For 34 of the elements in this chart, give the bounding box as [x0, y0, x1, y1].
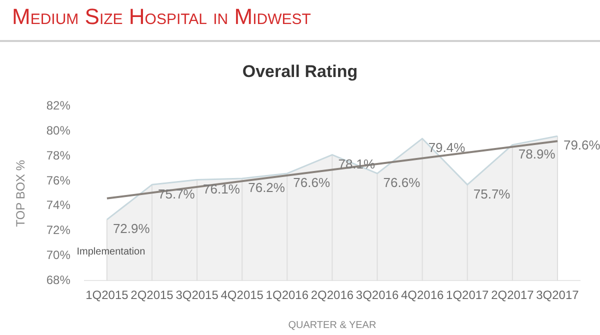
- y-tick-label: 68%: [46, 272, 71, 287]
- data-label: 76.2%: [248, 180, 286, 196]
- y-tick-label: 72%: [46, 223, 71, 238]
- data-label: 75.7%: [473, 186, 511, 202]
- y-tick-label: 74%: [46, 198, 71, 212]
- chart-title: Medium Size Hospital in Midwest: [12, 4, 311, 30]
- data-label: 78.9%: [518, 146, 556, 162]
- x-tick-label: 1Q2016: [266, 288, 309, 302]
- x-tick-label: 1Q2015: [86, 288, 129, 302]
- y-axis-title: TOP BOX %: [14, 160, 28, 227]
- x-tick-label: 4Q2015: [220, 288, 264, 302]
- x-axis-title: QUARTER & YEAR: [288, 320, 376, 331]
- x-tick-label: 2Q2016: [310, 288, 354, 302]
- x-tick-label: 3Q2016: [356, 288, 399, 302]
- y-tick-label: 70%: [46, 248, 71, 262]
- y-tick-label: 80%: [46, 123, 71, 138]
- data-label: 76.6%: [293, 175, 330, 190]
- data-label: 76.6%: [383, 175, 421, 190]
- x-tick-label: 1Q2017: [446, 288, 490, 302]
- chart-subtitle: Overall Rating: [241, 62, 359, 82]
- data-label: 79.6%: [563, 138, 600, 153]
- data-label: 79.4%: [428, 140, 466, 156]
- x-tick-label: 3Q2015: [176, 288, 219, 302]
- x-tick-label: 3Q2017: [536, 288, 580, 302]
- x-tick-label: 4Q2016: [400, 288, 444, 302]
- x-tick-label: 2Q2017: [491, 288, 534, 302]
- y-tick-label: 82%: [46, 98, 71, 113]
- y-tick-label: 78%: [46, 148, 71, 162]
- data-label: 76.1%: [203, 181, 240, 196]
- y-tick-label: 76%: [46, 173, 71, 188]
- data-label: 72.9%: [112, 221, 150, 236]
- annotation: Implementation: [76, 246, 146, 258]
- data-label: 75.7%: [158, 186, 196, 202]
- x-tick-label: 2Q2015: [130, 288, 174, 302]
